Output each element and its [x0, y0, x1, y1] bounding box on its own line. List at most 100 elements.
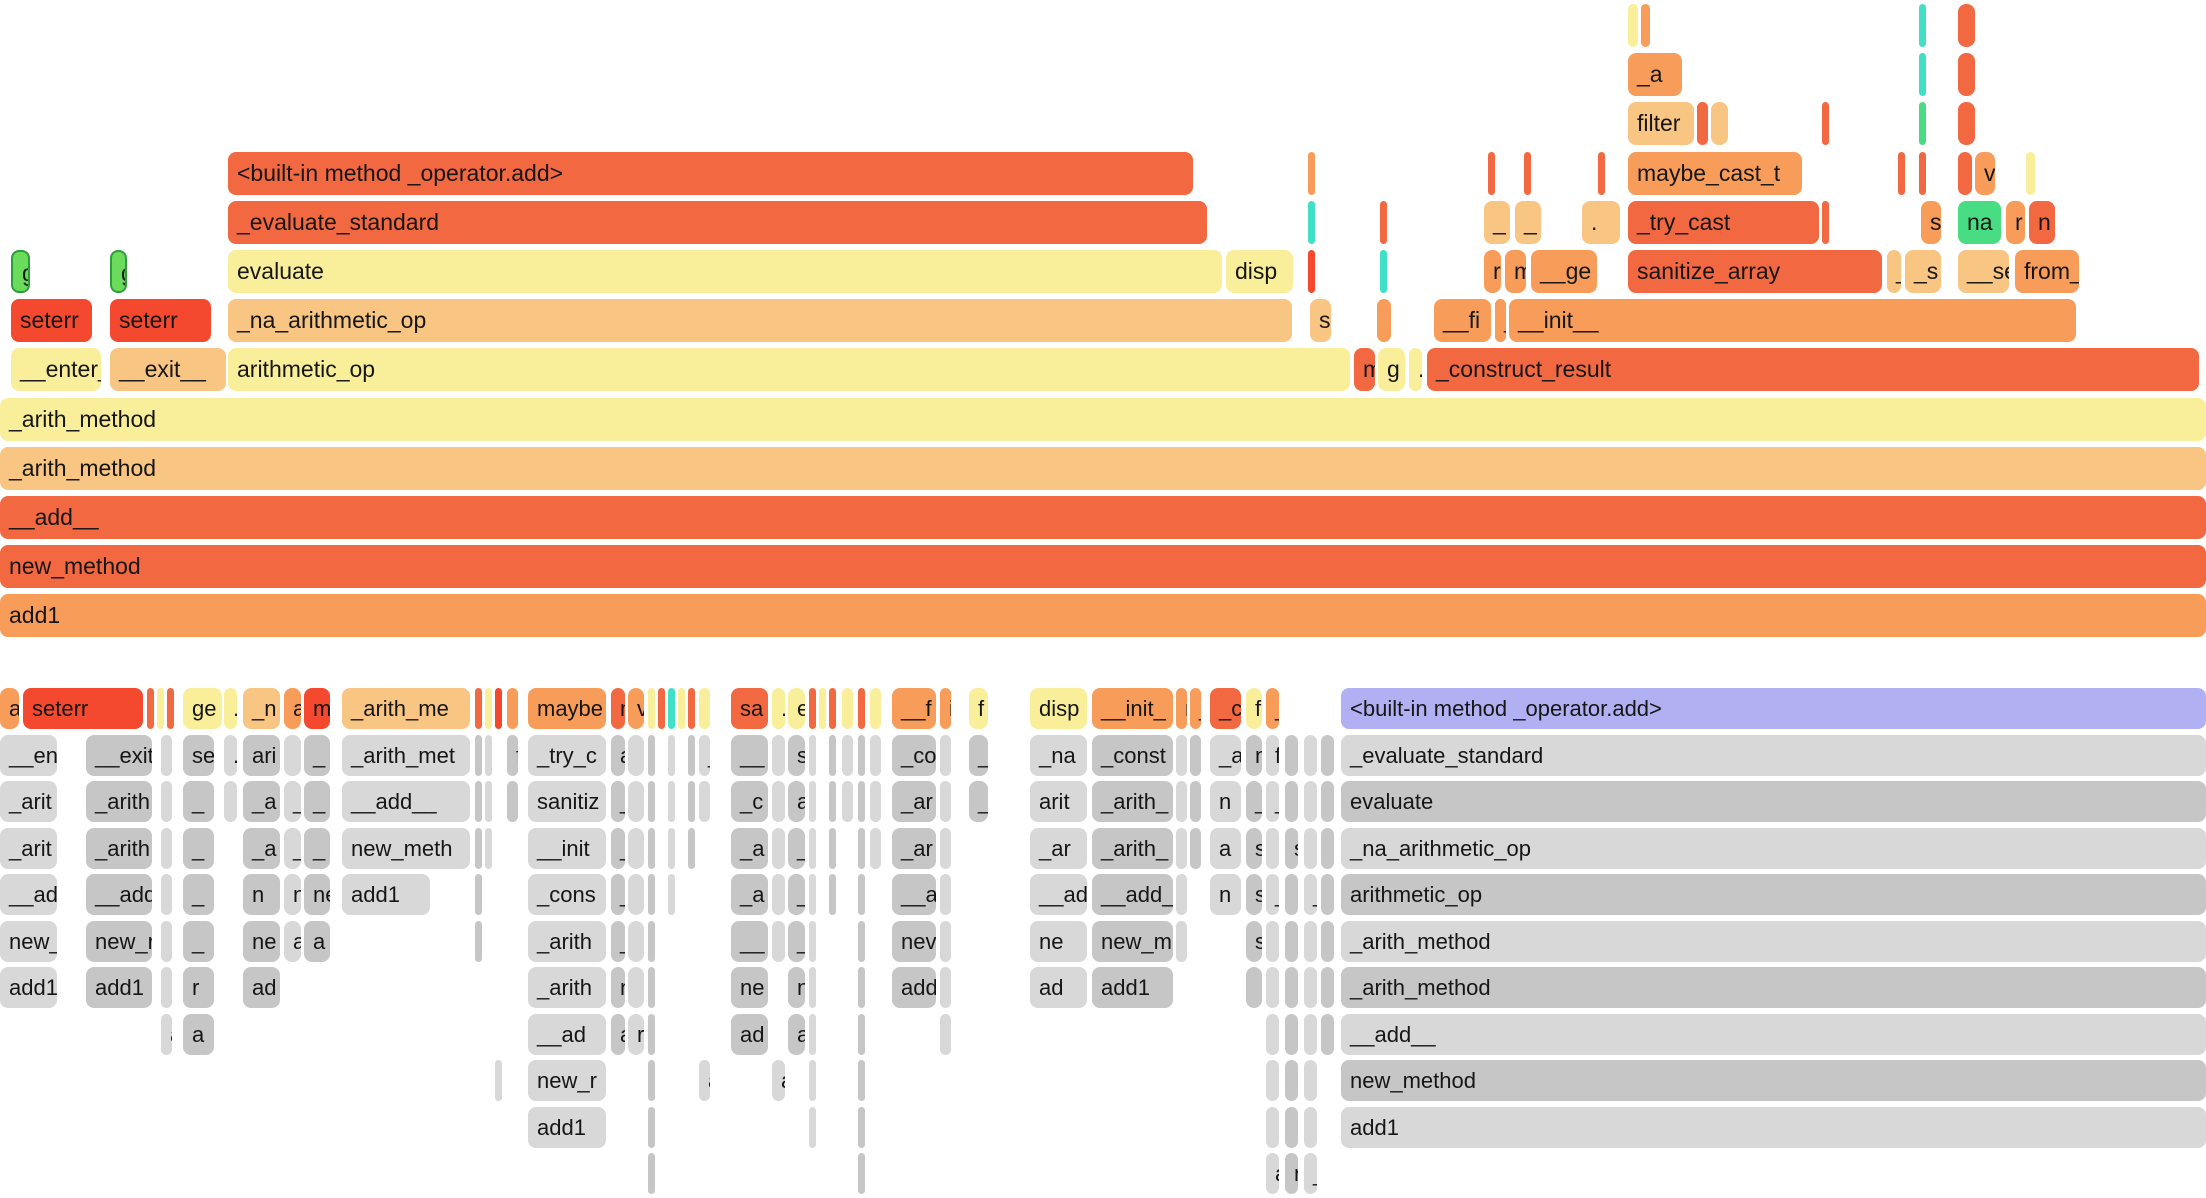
- flame-frame[interactable]: s: [1246, 920, 1262, 962]
- flame-frame[interactable]: _: [284, 781, 301, 822]
- flame-frame[interactable]: [1958, 53, 1975, 97]
- flame-frame[interactable]: s: [1246, 874, 1262, 915]
- flame-frame[interactable]: [858, 1106, 865, 1148]
- flame-frame[interactable]: [628, 734, 644, 776]
- flame-frame[interactable]: a: [788, 1013, 805, 1055]
- flame-frame[interactable]: [485, 688, 492, 729]
- flame-frame[interactable]: v: [1975, 151, 1995, 195]
- flame-frame[interactable]: [809, 874, 816, 915]
- flame-frame[interactable]: _: [304, 827, 330, 869]
- flame-frame[interactable]: arit: [1030, 781, 1087, 822]
- flame-frame[interactable]: [507, 781, 518, 822]
- flame-frame[interactable]: [940, 967, 951, 1008]
- flame-frame[interactable]: disp: [1226, 250, 1293, 293]
- flame-frame[interactable]: f: [507, 734, 518, 776]
- flame-frame[interactable]: s: [1285, 827, 1298, 869]
- flame-frame[interactable]: _: [1304, 874, 1317, 915]
- flame-frame[interactable]: [1308, 200, 1315, 244]
- flame-frame[interactable]: add1: [342, 874, 430, 915]
- flame-frame[interactable]: [858, 874, 865, 915]
- flame-frame[interactable]: fi: [1266, 734, 1279, 776]
- flame-frame[interactable]: [1822, 200, 1829, 244]
- flame-frame[interactable]: _arith_: [1092, 827, 1173, 869]
- flame-frame[interactable]: [475, 920, 482, 962]
- flame-frame[interactable]: [1898, 151, 1905, 195]
- flame-frame[interactable]: [485, 827, 492, 869]
- flame-frame[interactable]: [1697, 102, 1708, 146]
- flame-frame[interactable]: sanitiz: [528, 781, 606, 822]
- flame-frame[interactable]: __a: [892, 874, 936, 915]
- flame-frame[interactable]: sa: [731, 688, 768, 729]
- flame-frame[interactable]: _evaluate_standard: [228, 200, 1207, 244]
- flame-frame[interactable]: _arit: [0, 827, 57, 869]
- flame-frame[interactable]: _arith_met: [342, 734, 470, 776]
- flame-frame[interactable]: new_r: [86, 920, 152, 962]
- flame-frame[interactable]: [475, 688, 482, 729]
- flame-frame[interactable]: new_: [0, 920, 57, 962]
- flame-frame[interactable]: [1285, 781, 1298, 822]
- flame-frame[interactable]: seterr: [110, 299, 211, 343]
- flame-frame[interactable]: [688, 734, 695, 776]
- flame-frame[interactable]: r: [628, 1013, 644, 1055]
- flame-frame[interactable]: _: [304, 781, 330, 822]
- flame-frame[interactable]: add: [892, 967, 936, 1008]
- flame-frame[interactable]: [809, 967, 816, 1008]
- flame-frame[interactable]: [858, 1060, 865, 1101]
- flame-frame[interactable]: [648, 827, 655, 869]
- flame-frame[interactable]: [1266, 1013, 1279, 1055]
- flame-frame[interactable]: [842, 781, 853, 822]
- flame-frame[interactable]: _: [183, 874, 214, 915]
- flame-frame[interactable]: [1958, 102, 1975, 146]
- flame-frame[interactable]: [772, 827, 785, 869]
- flame-frame[interactable]: [1321, 920, 1334, 962]
- flame-frame[interactable]: [157, 688, 164, 729]
- flame-frame[interactable]: _arith: [528, 920, 606, 962]
- flame-frame[interactable]: [1958, 151, 1972, 195]
- flame-frame[interactable]: _construct_result: [1427, 348, 2199, 392]
- flame-frame[interactable]: _: [183, 781, 214, 822]
- flame-frame[interactable]: [1190, 827, 1201, 869]
- flame-frame[interactable]: [940, 1013, 951, 1055]
- flame-frame[interactable]: a: [0, 688, 19, 729]
- flame-frame[interactable]: __ad: [528, 1013, 606, 1055]
- flame-frame[interactable]: [475, 734, 482, 776]
- flame-frame[interactable]: [648, 688, 655, 729]
- flame-frame[interactable]: [1919, 102, 1926, 146]
- flame-frame[interactable]: [1711, 102, 1728, 146]
- flame-frame[interactable]: _arith_: [1092, 781, 1173, 822]
- flame-frame[interactable]: _evaluate_standard: [1341, 734, 2206, 776]
- flame-frame[interactable]: [1190, 781, 1201, 822]
- flame-frame[interactable]: [829, 874, 836, 915]
- flame-frame[interactable]: [1641, 4, 1650, 47]
- flame-frame[interactable]: _const: [1092, 734, 1173, 776]
- flame-frame[interactable]: [1304, 781, 1317, 822]
- flame-frame[interactable]: _s: [1905, 250, 1941, 293]
- flame-frame[interactable]: _arith_method: [1341, 967, 2206, 1008]
- flame-frame[interactable]: [1321, 874, 1334, 915]
- flame-frame[interactable]: _arith: [528, 967, 606, 1008]
- flame-frame[interactable]: maybe: [528, 688, 606, 729]
- flame-frame[interactable]: [772, 920, 785, 962]
- flame-frame[interactable]: [858, 1153, 865, 1194]
- flame-frame[interactable]: _: [969, 781, 988, 822]
- flame-frame[interactable]: [1304, 967, 1317, 1008]
- flame-frame[interactable]: [1285, 1060, 1298, 1101]
- flame-frame[interactable]: [940, 734, 951, 776]
- flame-frame[interactable]: [1285, 1013, 1298, 1055]
- flame-frame[interactable]: [1190, 734, 1201, 776]
- flame-frame[interactable]: .: [1409, 348, 1422, 392]
- flame-frame[interactable]: _arith_me: [342, 688, 470, 729]
- flame-frame[interactable]: [940, 781, 951, 822]
- flame-frame[interactable]: ad: [731, 1013, 768, 1055]
- flame-frame[interactable]: _: [1484, 200, 1510, 244]
- flame-frame[interactable]: f: [1246, 688, 1262, 729]
- flame-frame[interactable]: ad: [1030, 967, 1087, 1008]
- flame-frame[interactable]: nev: [892, 920, 936, 962]
- flame-frame[interactable]: [1321, 827, 1334, 869]
- flame-frame[interactable]: <built-in method _operator.add>: [228, 151, 1193, 195]
- flame-frame[interactable]: [161, 920, 172, 962]
- flame-frame[interactable]: _a: [731, 874, 768, 915]
- flame-frame[interactable]: evaluate: [1341, 781, 2206, 822]
- flame-frame[interactable]: _c: [1210, 688, 1241, 729]
